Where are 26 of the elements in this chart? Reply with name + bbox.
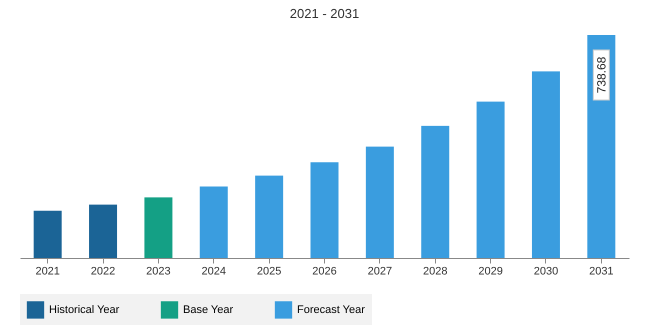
x-tick-label: 2026 [312,266,337,278]
x-tick-label: 2027 [368,266,392,278]
bar [89,204,118,258]
x-tick-label: 2031 [589,266,614,278]
bar [34,210,62,258]
bar [421,126,450,258]
bar [310,162,338,258]
bar [476,102,505,258]
x-tick-label: 2023 [146,266,171,278]
chart-title: 2021 - 2031 [290,6,360,21]
x-tick-label: 2022 [90,266,116,278]
legend-label: Historical Year [49,304,120,316]
x-tick-label: 2024 [202,266,226,278]
bar [255,176,284,258]
x-tick-label: 2028 [422,266,448,278]
bar [200,186,228,258]
data-label: 738.68 [594,56,608,94]
legend-label: Forecast Year [297,304,366,316]
x-tick-label: 2025 [256,266,282,278]
bar [144,197,172,258]
legend-label: Base Year [183,304,234,316]
x-tick-label: 2029 [478,266,503,278]
x-tick-label: 2021 [35,266,60,278]
bar [366,146,394,258]
bar [532,71,560,258]
x-tick-label: 2030 [534,266,558,278]
